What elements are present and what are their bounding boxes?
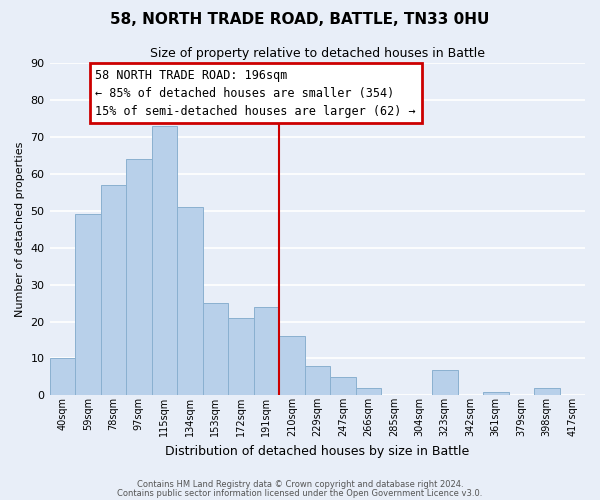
Text: 58, NORTH TRADE ROAD, BATTLE, TN33 0HU: 58, NORTH TRADE ROAD, BATTLE, TN33 0HU xyxy=(110,12,490,28)
Bar xyxy=(126,159,152,396)
Bar xyxy=(228,318,254,396)
Text: Contains HM Land Registry data © Crown copyright and database right 2024.: Contains HM Land Registry data © Crown c… xyxy=(137,480,463,489)
Bar xyxy=(75,214,101,396)
Y-axis label: Number of detached properties: Number of detached properties xyxy=(15,142,25,317)
Bar xyxy=(254,307,279,396)
Bar xyxy=(50,358,75,396)
Bar xyxy=(356,388,381,396)
Bar xyxy=(279,336,305,396)
X-axis label: Distribution of detached houses by size in Battle: Distribution of detached houses by size … xyxy=(165,444,469,458)
Bar xyxy=(101,185,126,396)
Bar xyxy=(432,370,458,396)
Text: 58 NORTH TRADE ROAD: 196sqm
← 85% of detached houses are smaller (354)
15% of se: 58 NORTH TRADE ROAD: 196sqm ← 85% of det… xyxy=(95,68,416,117)
Bar xyxy=(483,392,509,396)
Bar xyxy=(203,303,228,396)
Text: Contains public sector information licensed under the Open Government Licence v3: Contains public sector information licen… xyxy=(118,488,482,498)
Bar xyxy=(534,388,560,396)
Bar xyxy=(177,207,203,396)
Bar xyxy=(152,126,177,396)
Title: Size of property relative to detached houses in Battle: Size of property relative to detached ho… xyxy=(150,48,485,60)
Bar xyxy=(305,366,330,396)
Bar xyxy=(330,377,356,396)
